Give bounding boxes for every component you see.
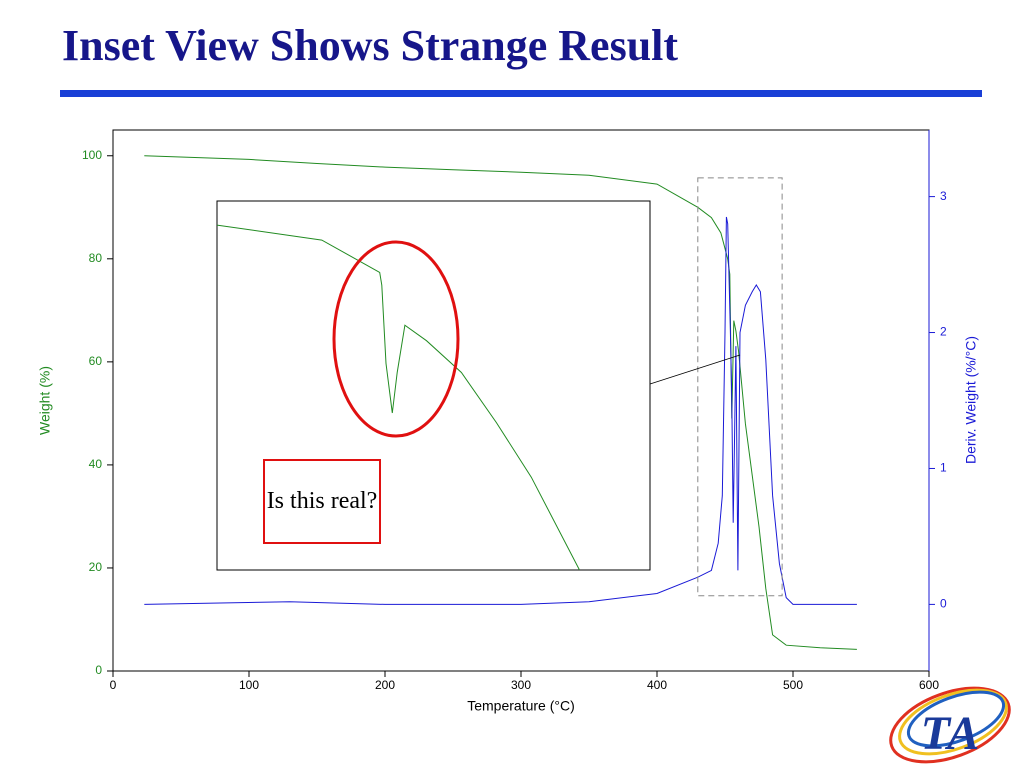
y-tick-label: 40 xyxy=(89,457,103,471)
y2-tick-label: 2 xyxy=(940,325,947,339)
y-axis-label: Weight (%) xyxy=(37,366,53,435)
slide-title: Inset View Shows Strange Result xyxy=(62,21,679,70)
x-tick-label: 100 xyxy=(239,678,259,692)
y-tick-label: 100 xyxy=(82,148,102,162)
y2-tick-label: 3 xyxy=(940,189,947,203)
zoom-region xyxy=(697,177,783,597)
highlight-circle xyxy=(332,240,460,438)
x-tick-label: 600 xyxy=(919,678,939,692)
y-tick-label: 80 xyxy=(89,251,103,265)
connector xyxy=(649,354,741,385)
y-tick-label: 0 xyxy=(95,663,102,677)
y2-tick-label: 0 xyxy=(940,597,947,611)
y2-axis-label: Deriv. Weight (%/°C) xyxy=(963,336,979,464)
inset xyxy=(217,224,580,570)
y-tick-label: 60 xyxy=(89,354,103,368)
logo: TA xyxy=(889,686,1011,764)
x-tick-label: 200 xyxy=(375,678,395,692)
logo-text: TA xyxy=(921,707,980,760)
x-tick-label: 400 xyxy=(647,678,667,692)
annotation: Is this real? xyxy=(263,459,381,544)
data-line xyxy=(217,224,580,570)
title-rule xyxy=(60,90,982,97)
x-tick-label: 300 xyxy=(511,678,531,692)
data-line xyxy=(144,216,857,605)
y-tick-label: 20 xyxy=(89,560,103,574)
x-axis-label: Temperature (°C) xyxy=(467,698,575,714)
x-tick-label: 0 xyxy=(110,678,117,692)
x-tick-label: 500 xyxy=(783,678,803,692)
y2-tick-label: 1 xyxy=(940,461,947,475)
data-line xyxy=(144,155,857,650)
